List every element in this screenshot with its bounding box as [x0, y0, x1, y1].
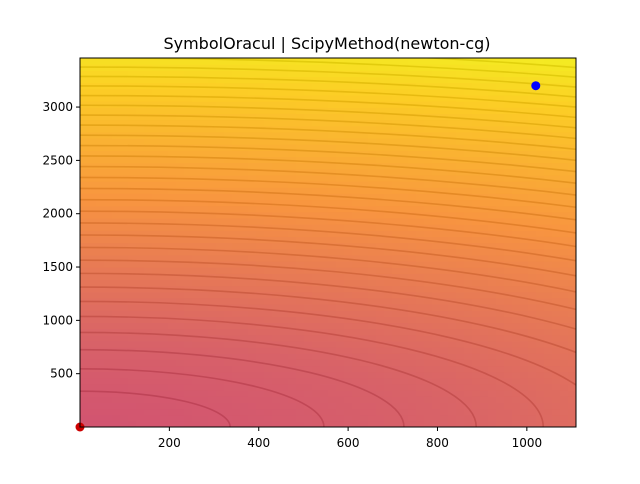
y-tick-label: 1500 — [42, 260, 73, 274]
y-tick-label: 3000 — [42, 100, 73, 114]
y-tick-label: 1000 — [42, 313, 73, 327]
x-tick-label: 200 — [158, 436, 181, 450]
x-tick-label: 1000 — [512, 436, 543, 450]
x-tick-label: 400 — [247, 436, 270, 450]
x-axis-ticks: 200 400 600 800 1000 — [158, 427, 542, 450]
y-axis-ticks: 500 1000 1500 2000 2500 3000 — [42, 100, 80, 381]
y-tick-label: 2000 — [42, 207, 73, 221]
x-tick-label: 800 — [426, 436, 449, 450]
marker-start — [531, 81, 541, 91]
plot-frame — [79, 57, 577, 428]
y-tick-label: 2500 — [42, 153, 73, 167]
y-tick-label: 500 — [50, 367, 73, 381]
chart-title: SymbolOracul | ScipyMethod(newton-cg) — [163, 34, 490, 53]
x-tick-label: 600 — [337, 436, 360, 450]
